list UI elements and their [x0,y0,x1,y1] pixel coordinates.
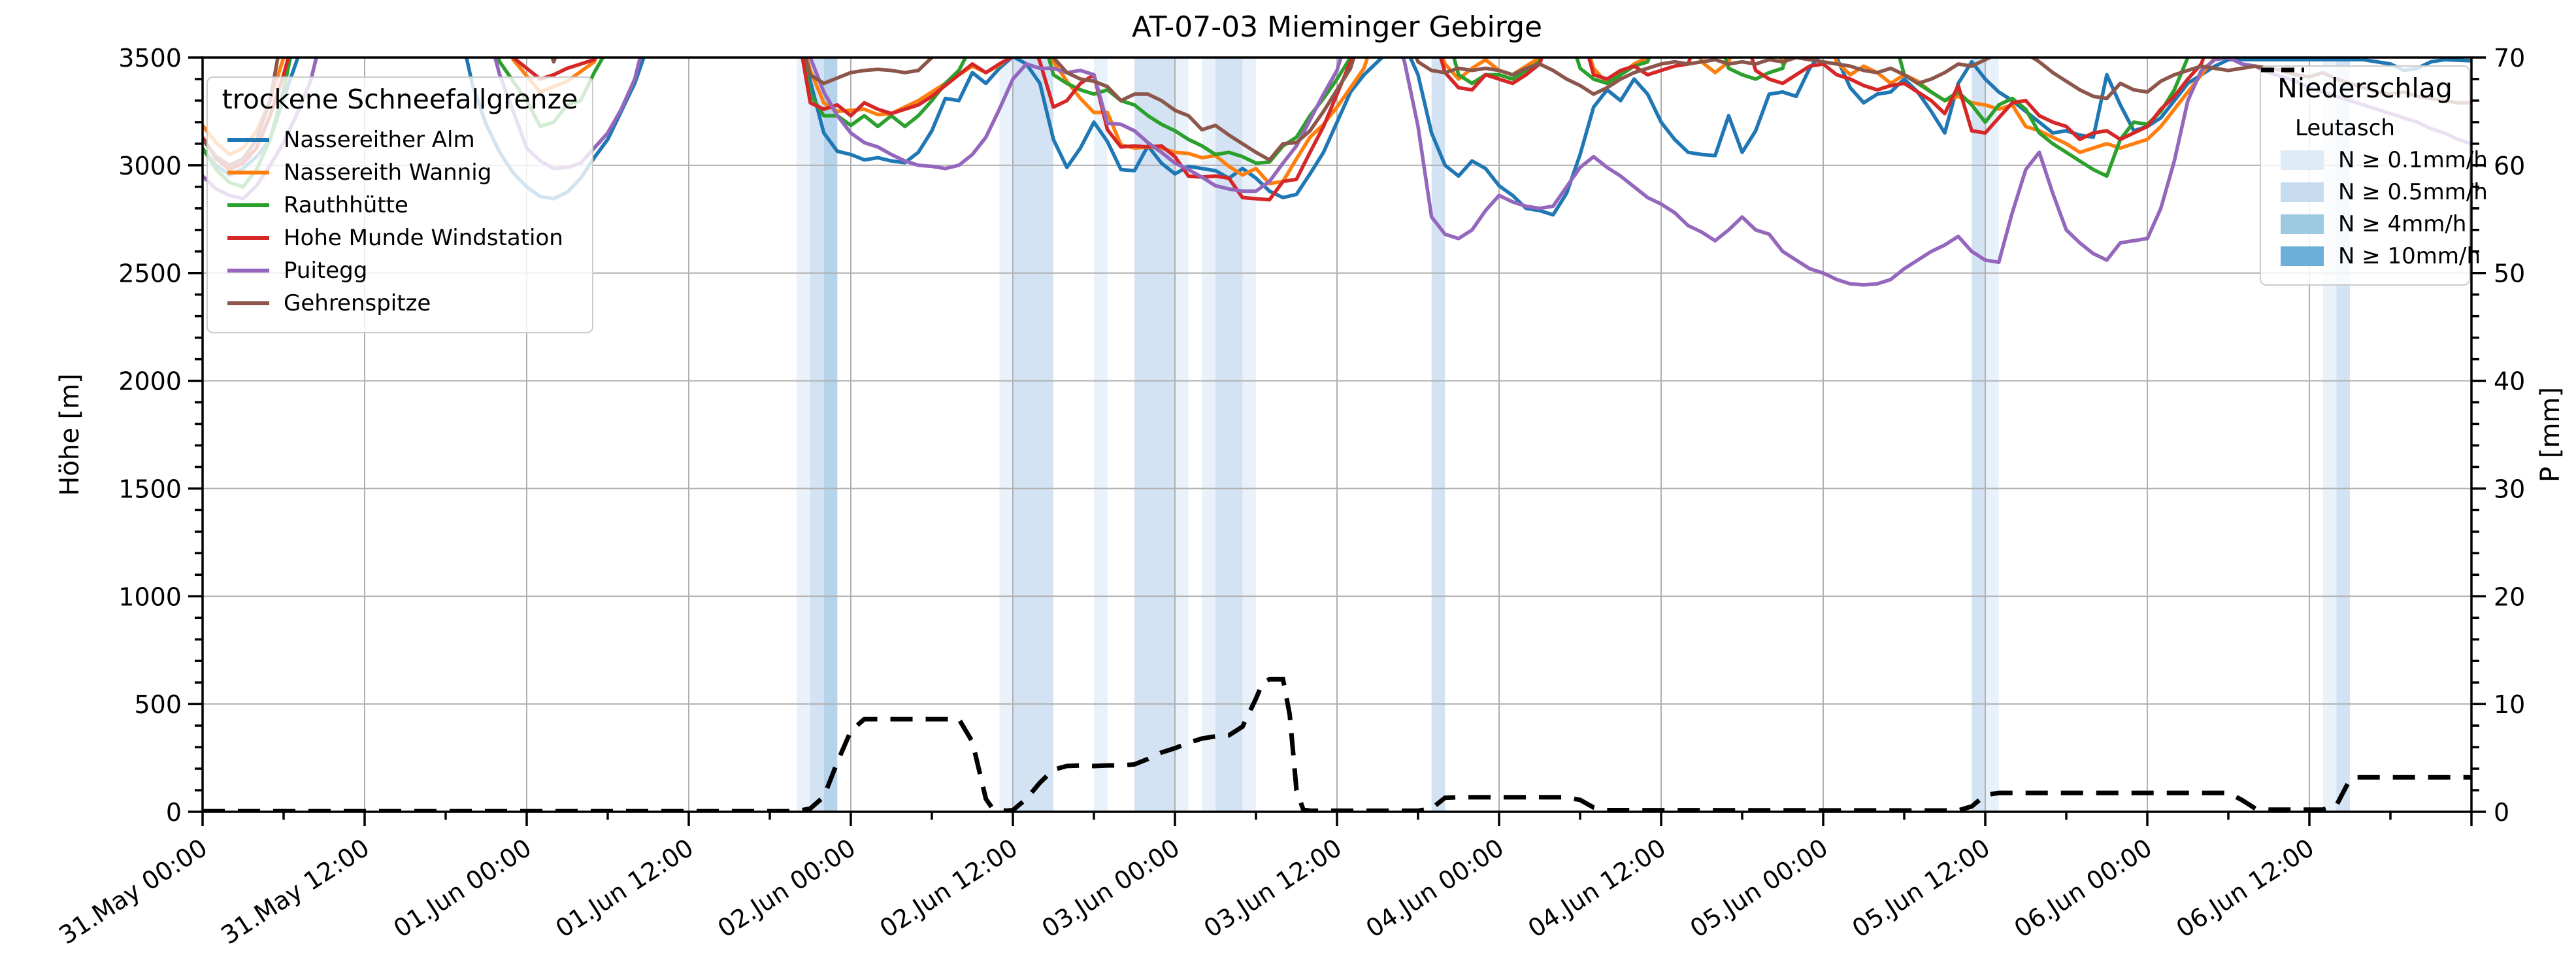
y-left-tick-label: 0 [166,798,182,827]
legend-item-3: Hohe Munde Windstation [227,225,575,251]
series-line [203,58,2471,287]
snowline-series [203,58,2471,287]
y-right-tick-label: 50 [2494,259,2525,288]
band-color-swatch [2281,214,2324,235]
legend-item-label: N ≥ 0.5mm/h [2338,179,2488,206]
legend-item-band-2: N ≥ 4mm/h [2281,211,2466,237]
y-right-tick-label: 40 [2494,367,2525,396]
band-color-swatch [2281,182,2324,203]
legend-item-label: Hohe Munde Windstation [284,225,563,252]
legend-item-label: Rauthhütte [284,192,408,219]
legend-snowline-items: Nassereither Alm Nassereith Wannig Rauthhü… [208,119,592,332]
y-right-tick-label: 20 [2494,582,2525,611]
precip-span [1985,58,1999,812]
legend-item-2: Rauthhütte [227,192,575,218]
precip-span [797,58,810,812]
y-left-tick-label: 2000 [118,367,182,396]
axis-ticks [188,56,2486,826]
series-color-swatch [227,203,269,208]
y-right-tick-label: 60 [2494,152,2525,180]
legend-item-5: Gehrenspitze [227,290,575,316]
legend-item-label: Nassereith Wannig [284,159,492,186]
legend-item-label: Leutasch [2295,115,2395,142]
legend-precipitation-title: Niederschlag [2277,73,2452,104]
y-right-tick-label: 10 [2494,690,2525,719]
legend-item-band-3: N ≥ 10mm/h [2281,243,2481,269]
series-color-swatch [227,301,269,306]
legend-item-band-0: N ≥ 0.1mm/h [2281,147,2488,173]
legend-item-label: Gehrenspitze [284,290,431,317]
series-line [203,58,2217,186]
y-left-tick-label: 2500 [118,259,182,288]
precip-span-layer [797,58,2350,812]
precip-span [1134,58,1175,812]
precip-span [1431,58,1445,812]
legend-item-4: Puitegg [227,258,575,284]
legend-item-0: Nassereither Alm [227,127,575,153]
y-left-tick-label: 3000 [118,152,182,180]
y-left-tick-label: 500 [134,690,182,719]
dashed-line-swatch [2261,67,2304,73]
legend-snowline-title: trockene Schneefallgrenze [222,84,578,115]
precip-span [1013,58,1053,812]
series-line [203,58,2471,167]
y-left-axis-label: Höhe [m] [55,373,85,495]
legend-item-label: N ≥ 10mm/h [2338,243,2481,270]
legend-snowline: trockene Schneefallgrenze Nassereither A… [206,76,593,334]
series-color-swatch [227,138,269,142]
series-color-swatch [227,269,269,273]
legend-precipitation-items: Leutasch N ≥ 0.1mm/h N ≥ 0.5mm/h N ≥ 4mm/h N… [2261,67,2488,284]
legend-item-label: N ≥ 0.1mm/h [2338,147,2488,174]
y-right-tick-label: 30 [2494,475,2525,503]
precip-dashed-line [203,676,2471,812]
precip-span [1215,58,1243,812]
precip-span [823,58,838,812]
y-right-axis-label: P [mm] [2535,387,2566,482]
precip-span [1175,58,1189,812]
band-color-swatch [2281,150,2324,171]
legend-item-leutasch: Leutasch [2261,67,2452,142]
series-line [203,58,2471,217]
legend-item-label: Puitegg [284,258,368,284]
legend-item-label: Nassereither Alm [284,127,475,154]
legend-item-label: N ≥ 4mm/h [2338,211,2467,238]
legend-precipitation: Niederschlag Leutasch N ≥ 0.1mm/h N ≥ 0.5m… [2260,65,2488,286]
series-color-swatch [227,171,269,175]
band-color-swatch [2281,246,2324,267]
precip-span [999,58,1013,812]
precip-span [1242,58,1256,812]
precip-span [1972,58,1985,812]
legend-item-band-1: N ≥ 0.5mm/h [2281,179,2488,205]
precip-span [1094,58,1108,812]
y-left-tick-label: 1500 [118,475,182,503]
series-line [203,58,2206,202]
precip-span [1202,58,1215,812]
y-right-tick-label: 0 [2494,798,2509,827]
y-left-tick-label: 3500 [118,44,182,73]
y-right-tick-label: 70 [2494,44,2525,73]
y-left-tick-label: 1000 [118,582,182,611]
precip-span [810,58,824,812]
chart-title: AT-07-03 Mieminger Gebirge [1132,10,1542,44]
series-color-swatch [227,236,269,241]
legend-item-1: Nassereith Wannig [227,159,575,186]
